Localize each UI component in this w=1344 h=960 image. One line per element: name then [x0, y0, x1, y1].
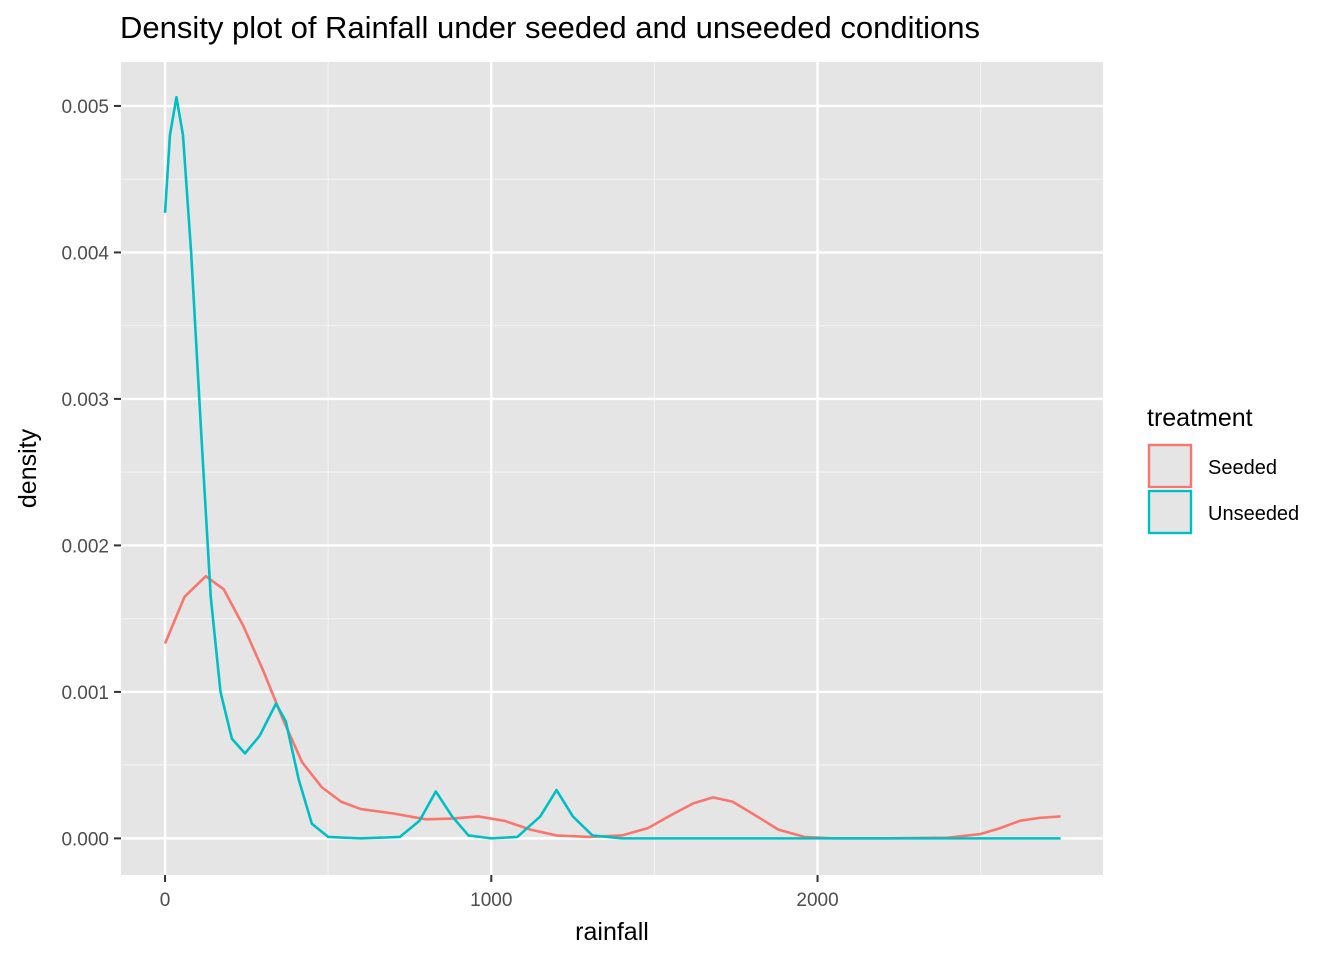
y-tick-label: 0.005 [61, 97, 109, 118]
legend: treatment Seeded Unseeded [1147, 404, 1299, 535]
y-axis-title: density [14, 428, 42, 508]
legend-title: treatment [1147, 404, 1253, 432]
y-tick-label: 0.001 [61, 683, 109, 704]
y-axis: 0.000 0.001 0.002 0.003 0.004 0.005 [61, 97, 121, 850]
x-tick-label: 0 [160, 890, 171, 911]
legend-key-unseeded [1147, 489, 1193, 535]
x-axis-title: rainfall [575, 918, 649, 946]
legend-label-unseeded: Unseeded [1208, 503, 1299, 525]
legend-label-seeded: Seeded [1208, 457, 1277, 479]
y-tick-label: 0.000 [61, 829, 109, 850]
series-line-unseeded [163, 95, 1061, 840]
chart-title: Density plot of Rainfall under seeded an… [120, 10, 980, 45]
minor-gridlines [121, 62, 1103, 875]
x-axis: 0 1000 2000 [160, 875, 839, 911]
y-tick-label: 0.004 [61, 243, 109, 264]
y-tick-label: 0.003 [61, 390, 109, 411]
x-tick-label: 2000 [796, 890, 838, 911]
series-layer [163, 95, 1061, 840]
x-tick-label: 1000 [470, 890, 512, 911]
y-tick-label: 0.002 [61, 536, 109, 557]
legend-key-seeded [1147, 443, 1193, 489]
plot-panel [121, 62, 1103, 875]
